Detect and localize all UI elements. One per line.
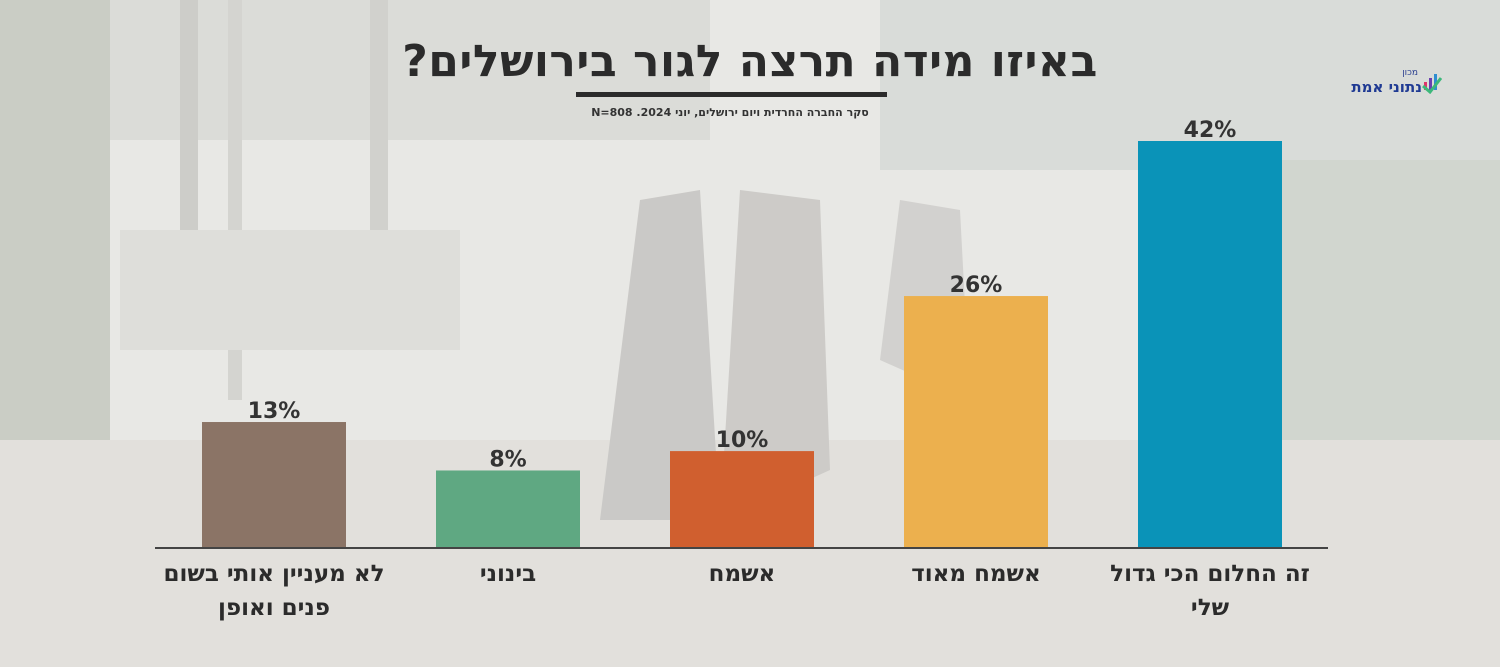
bar-3 (670, 451, 814, 548)
data-label-2: 26% (950, 273, 1003, 298)
data-label-4: 8% (489, 447, 526, 472)
bar-4 (436, 470, 580, 548)
data-label-5: 13% (248, 399, 301, 424)
title-underline (576, 92, 887, 97)
data-label-1: 42% (1184, 118, 1237, 143)
category-label-4-line-1: בינוני (480, 561, 536, 587)
category-label-1-line-2: שלי (1191, 595, 1230, 621)
logo: מכון נתוני אמת (1348, 68, 1444, 104)
chart-title: באיזו מידה תרצה לגור בירושלים? (402, 36, 1098, 87)
bar-2 (904, 296, 1048, 548)
chart-subtitle: סקר החברה החרדית ויום ירושלים, יוני 2024… (591, 106, 869, 119)
category-label-5-line-2: פנים ואופן (218, 595, 330, 621)
data-label-3: 10% (716, 428, 769, 453)
category-label-3-line-1: אשמח (709, 561, 776, 587)
category-label-1-line-1: זה החלום הכי גדול (1110, 561, 1310, 587)
logo-name: נתוני אמת (1351, 78, 1422, 96)
bar-1 (1138, 141, 1282, 548)
category-label-2-line-1: אשמח מאוד (911, 561, 1040, 587)
bar-5 (202, 422, 346, 548)
category-label-5-line-1: לא מעניין אותי בשום (163, 561, 384, 587)
checkmark-bars-icon (1422, 74, 1442, 94)
logo-small-text: מכון (1402, 68, 1418, 78)
